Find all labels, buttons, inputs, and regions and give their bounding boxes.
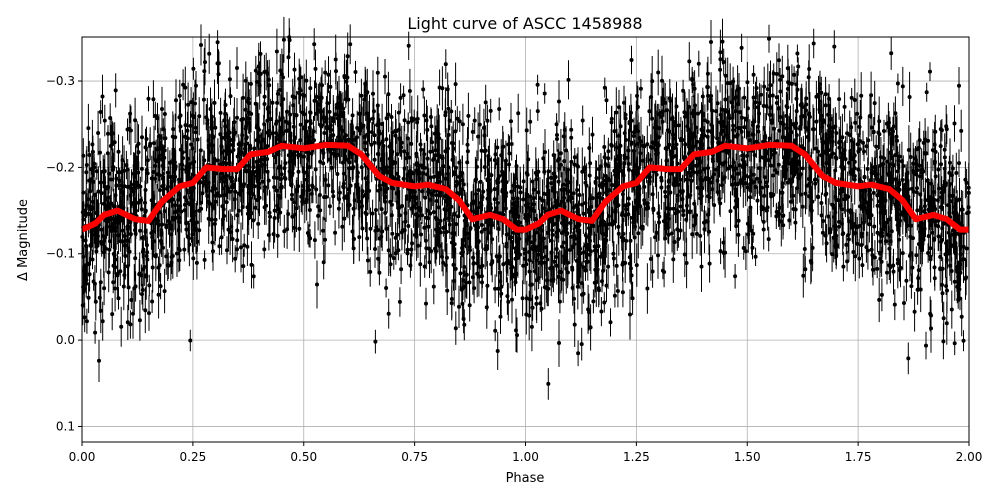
y-tick-label: 0.1 xyxy=(56,419,75,433)
y-axis-label: Δ Magnitude xyxy=(16,199,31,281)
x-tick-label: 1.25 xyxy=(623,450,650,464)
x-tick-label: 1.00 xyxy=(512,450,539,464)
x-tick-label: 2.00 xyxy=(956,450,983,464)
y-tick-label: 0.0 xyxy=(56,333,75,347)
y-tick-label: −0.2 xyxy=(46,160,75,174)
x-tick-label: 1.50 xyxy=(734,450,761,464)
x-tick-label: 0.75 xyxy=(401,450,428,464)
x-axis-label: Phase xyxy=(506,471,545,486)
y-tick-label: −0.3 xyxy=(46,74,75,88)
x-tick-label: 1.75 xyxy=(845,450,872,464)
y-tick-label: −0.1 xyxy=(46,247,75,261)
x-tick-label: 0.50 xyxy=(290,450,317,464)
chart-title: Light curve of ASCC 1458988 xyxy=(407,14,642,33)
x-tick-label: 0.00 xyxy=(69,450,96,464)
x-tick-label: 0.25 xyxy=(180,450,207,464)
